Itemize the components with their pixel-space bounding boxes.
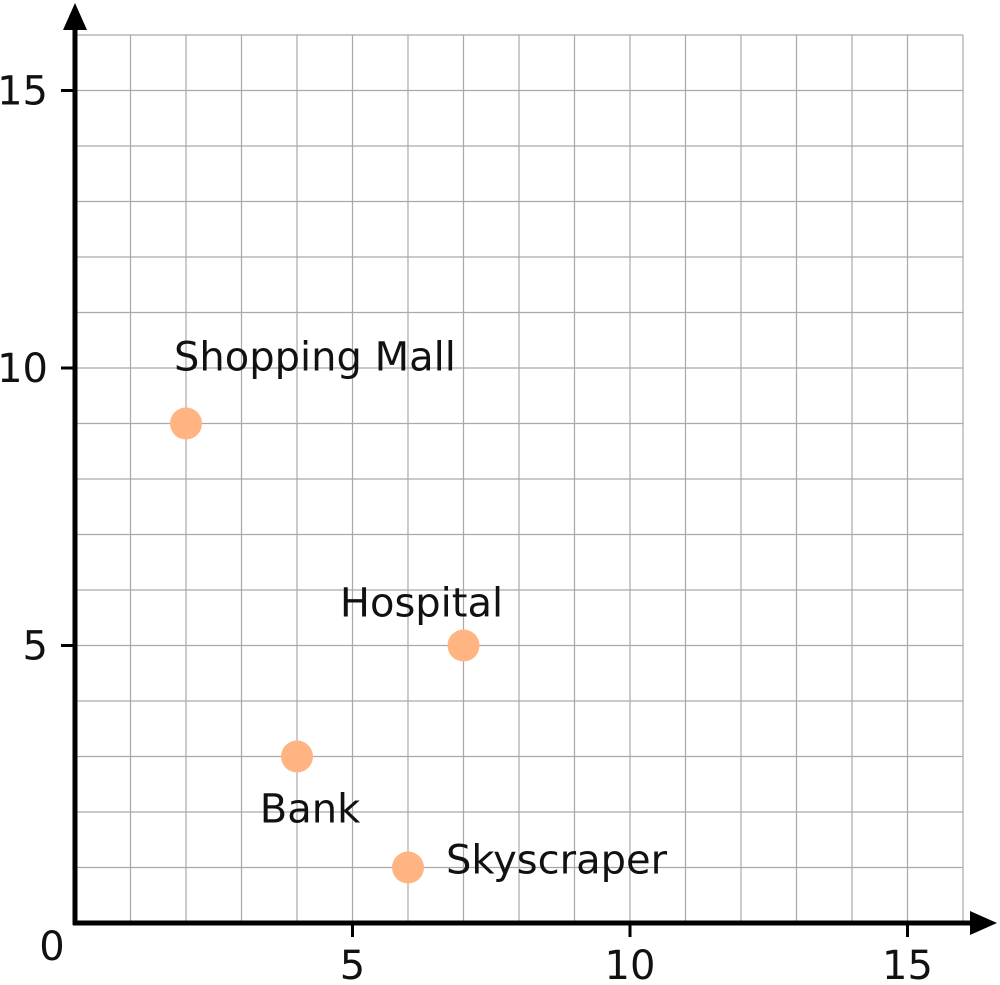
y-axis-arrow-icon — [63, 3, 87, 30]
data-points — [170, 407, 480, 884]
y-tick-label: 15 — [0, 69, 48, 115]
ticks: 5 10 15 5 10 15 0 — [0, 69, 933, 985]
axes — [63, 3, 997, 935]
data-labels: Shopping Mall Hospital Bank Skyscraper — [174, 335, 668, 884]
data-label-shopping-mall: Shopping Mall — [174, 335, 456, 381]
x-axis-arrow-icon — [970, 911, 997, 935]
y-tick-label: 10 — [0, 346, 48, 392]
y-tick-label: 5 — [23, 624, 48, 670]
data-label-bank: Bank — [260, 787, 361, 833]
data-point-shopping-mall — [170, 407, 202, 440]
x-tick-label: 15 — [882, 943, 933, 985]
data-label-skyscraper: Skyscraper — [446, 838, 668, 884]
origin-label: 0 — [39, 924, 64, 970]
data-label-hospital: Hospital — [340, 581, 503, 627]
data-point-bank — [281, 740, 313, 773]
grid — [75, 34, 964, 923]
data-point-hospital — [447, 629, 480, 662]
data-point-skyscraper — [392, 851, 424, 884]
x-tick-label: 10 — [605, 943, 656, 985]
x-tick-label: 5 — [340, 943, 365, 985]
